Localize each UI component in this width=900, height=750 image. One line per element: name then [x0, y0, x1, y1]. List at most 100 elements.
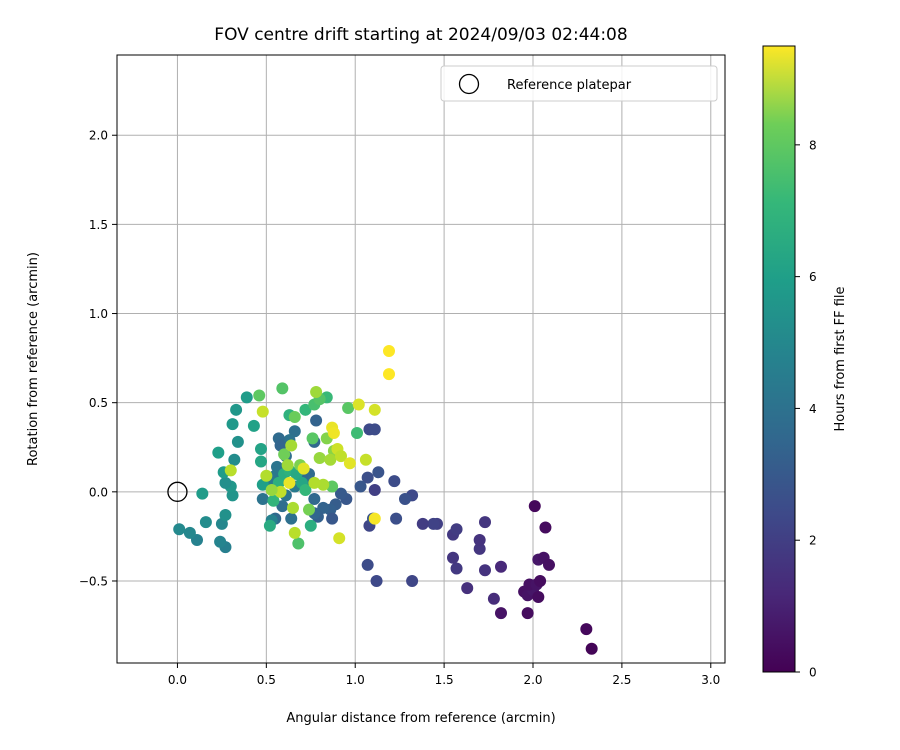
grid-lines — [117, 55, 725, 663]
scatter-point — [308, 476, 321, 489]
scatter-point — [288, 526, 301, 539]
x-tick-label: 0.5 — [257, 673, 276, 687]
scatter-point — [585, 642, 598, 655]
scatter-point — [306, 432, 319, 445]
scatter-point — [521, 607, 534, 620]
scatter-point — [304, 519, 317, 532]
scatter-point — [196, 487, 209, 500]
scatter-point — [399, 492, 411, 505]
scatter-point — [447, 551, 459, 564]
scatter-point — [416, 517, 429, 530]
scatter-point — [361, 558, 374, 571]
scatter-point — [287, 501, 299, 514]
colorbar-tick-label: 4 — [809, 402, 817, 416]
scatter-point — [278, 448, 291, 461]
scatter-point — [255, 455, 267, 468]
scatter-point — [313, 451, 326, 464]
x-tick-label: 1.5 — [435, 673, 454, 687]
scatter-point — [539, 521, 552, 534]
scatter-point — [343, 457, 356, 470]
y-tick-label: 0.0 — [89, 485, 108, 499]
scatter-point — [388, 475, 401, 488]
scatter-point — [288, 425, 301, 438]
scatter-point — [260, 469, 273, 482]
scatter-point — [495, 560, 507, 573]
scatter-point — [534, 574, 547, 587]
scatter-point — [487, 592, 500, 605]
scatter-point — [288, 410, 301, 423]
scatter-point — [479, 564, 491, 577]
scatter-point — [383, 368, 395, 381]
scatter-point — [450, 562, 463, 575]
scatter-point — [354, 480, 367, 493]
scatter-point — [368, 512, 381, 525]
scatter-point — [212, 446, 225, 459]
scatter-point — [479, 516, 491, 529]
colorbar-ticks: 0 2 4 6 8 — [795, 138, 817, 680]
colorbar: 0 2 4 6 8 Hours from first FF file — [762, 45, 848, 680]
x-tick-label: 2.5 — [612, 673, 631, 687]
scatter-point — [173, 523, 186, 536]
x-tick-label: 1.0 — [346, 673, 365, 687]
scatter-point — [368, 423, 381, 436]
scatter-point — [528, 500, 541, 513]
scatter-point — [240, 391, 253, 404]
y-tick-label: 0.5 — [89, 396, 108, 410]
scatter-point — [580, 623, 593, 636]
y-tick-label: 1.0 — [89, 307, 108, 321]
scatter-point — [256, 492, 269, 505]
scatter-point — [183, 526, 196, 539]
scatter-point — [281, 459, 294, 472]
scatter-point — [230, 403, 243, 416]
scatter-point — [226, 418, 239, 431]
scatter-point — [228, 453, 241, 466]
colorbar-tick-label: 8 — [809, 138, 817, 152]
scatter-point — [370, 574, 383, 587]
scatter-point — [326, 512, 339, 525]
y-axis-label: Rotation from reference (arcmin) — [26, 252, 41, 466]
scatter-point — [335, 450, 347, 463]
scatter-point — [390, 512, 403, 525]
scatter-point — [256, 405, 269, 418]
scatter-point — [335, 487, 347, 500]
reference-platepar-marker — [167, 481, 188, 502]
scatter-point — [274, 485, 287, 498]
scatter-point — [224, 464, 237, 477]
scatter-point — [351, 426, 363, 439]
scatter-point — [297, 462, 310, 475]
scatter-point — [226, 489, 239, 502]
scatter-point — [372, 466, 385, 479]
scatter-point — [285, 439, 298, 452]
scatter-point — [317, 478, 330, 491]
scatter-point — [450, 523, 463, 536]
scatter-point — [310, 414, 323, 427]
legend-box — [440, 65, 718, 102]
scatter-point — [292, 537, 305, 550]
y-tick-label: 2.0 — [89, 129, 108, 143]
colorbar-label: Hours from first FF file — [833, 286, 848, 431]
scatter-point — [342, 402, 355, 415]
colorbar-tick-label: 2 — [809, 534, 817, 548]
scatter-point — [361, 471, 374, 484]
scatter-point — [383, 344, 395, 357]
scatter-point — [231, 435, 244, 448]
scatter-point — [352, 398, 365, 411]
scatter-point — [219, 509, 232, 522]
scatter-point — [333, 532, 346, 545]
x-axis-label: Angular distance from reference (arcmin) — [286, 711, 555, 726]
scatter-point — [473, 542, 486, 555]
scatter-point — [263, 519, 276, 532]
colorbar-gradient — [762, 45, 796, 673]
scatter-point — [308, 492, 321, 505]
scatter-point — [368, 484, 381, 497]
scatter-point — [276, 500, 289, 513]
x-tick-label: 3.0 — [701, 673, 720, 687]
chart-title: FOV centre drift starting at 2024/09/03 … — [214, 25, 627, 45]
scatter-point — [532, 591, 545, 604]
y-axis-ticks: −0.5 0.0 0.5 1.0 1.5 2.0 — [79, 129, 117, 588]
scatter-point — [303, 503, 315, 516]
scatter-points — [167, 344, 598, 655]
x-axis-ticks: 0.0 0.5 1.0 1.5 2.0 2.5 3.0 — [168, 663, 720, 687]
colorbar-tick-label: 6 — [809, 270, 817, 284]
